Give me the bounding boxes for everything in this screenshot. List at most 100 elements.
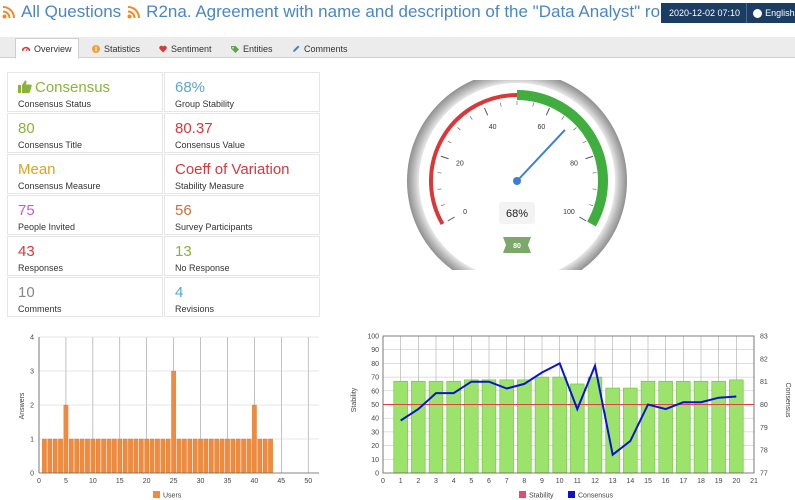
bar[interactable] [95, 438, 101, 474]
gauge-tick [545, 107, 550, 116]
bar[interactable] [176, 438, 182, 474]
bar[interactable] [117, 438, 123, 474]
bar[interactable] [85, 438, 90, 474]
bar[interactable] [262, 438, 268, 474]
bar[interactable] [149, 438, 155, 474]
stability-bar[interactable] [729, 379, 744, 474]
stat-comments: 10 Comments [7, 277, 163, 317]
stability-bar[interactable] [640, 380, 656, 474]
gauge-band [429, 93, 518, 225]
gauge-tick [582, 140, 587, 144]
stability-bar[interactable] [658, 380, 673, 474]
bar[interactable] [219, 438, 225, 474]
tab-entities[interactable]: Entities [225, 39, 279, 58]
bar[interactable] [128, 438, 133, 474]
bar[interactable] [165, 438, 171, 474]
x-tick-label: 40 [250, 478, 258, 485]
tab-overview[interactable]: Overview [15, 38, 79, 59]
bar[interactable] [106, 438, 112, 474]
y-tick-labels: 0 10 20 30 40 50 60 70 80 90 100 [367, 334, 379, 478]
stability-bar[interactable] [676, 380, 691, 474]
bar[interactable] [214, 438, 219, 474]
bar[interactable] [122, 438, 128, 474]
stability-gauge: 0 20 40 60 80 100 68% 80 [407, 80, 627, 270]
x-tick-label: 4 [452, 478, 456, 485]
rss-icon[interactable] [2, 5, 16, 19]
bar[interactable] [241, 438, 246, 474]
bar[interactable] [79, 438, 85, 474]
bar[interactable] [171, 370, 176, 474]
stat-label: Consensus Status [18, 99, 92, 109]
x-tick-labels: 0 1 2 3 4 5 6 7 8 9 10 11 12 13 14 15 16 17 18 19 20 21 [381, 478, 758, 485]
stability-bar[interactable] [517, 379, 532, 474]
chart-axes [382, 335, 755, 474]
gauge-needle [516, 129, 566, 182]
bar[interactable] [139, 438, 144, 474]
rss-icon[interactable] [127, 5, 141, 19]
bar[interactable] [112, 438, 117, 474]
stability-bar[interactable] [446, 380, 461, 474]
bar[interactable] [47, 438, 53, 474]
stability-bar[interactable] [534, 376, 550, 474]
y-tick-label: 40 [371, 416, 379, 423]
gauge-tick [469, 116, 473, 120]
language-selector[interactable]: English [747, 8, 795, 18]
stat-label: Survey Participants [175, 222, 253, 232]
legend-swatch-consensus [568, 491, 575, 498]
bar[interactable] [230, 438, 236, 474]
bar[interactable] [203, 438, 209, 474]
y2-axis-label: Consensus [784, 382, 791, 418]
gauge-bands [429, 90, 608, 227]
bar[interactable] [192, 438, 198, 474]
stability-bar[interactable] [428, 380, 444, 474]
tab-label: Entities [243, 43, 273, 54]
stability-bar[interactable] [693, 380, 709, 474]
pencil-icon [293, 45, 300, 52]
gauge-ticks [437, 101, 597, 222]
stability-bar[interactable] [464, 379, 479, 474]
bar[interactable] [155, 438, 160, 474]
x-tick-label: 20 [143, 478, 151, 485]
bar[interactable] [252, 404, 257, 474]
tab-sentiment[interactable]: Sentiment [153, 39, 218, 58]
gauge-tick-label: 40 [489, 124, 497, 131]
bar[interactable] [90, 438, 96, 474]
bar[interactable] [187, 438, 193, 474]
stability-bar[interactable] [411, 380, 426, 474]
bar[interactable] [160, 438, 166, 474]
question-title: R2na. Agreement with name and descriptio… [146, 2, 674, 21]
bar[interactable] [257, 438, 263, 474]
bar[interactable] [101, 438, 106, 474]
stability-bar[interactable] [393, 380, 408, 474]
gauge-band [516, 90, 608, 227]
stability-bar[interactable] [711, 380, 726, 474]
bar[interactable] [74, 438, 79, 474]
bar[interactable] [182, 438, 187, 474]
bar[interactable] [52, 438, 58, 474]
bar[interactable] [58, 438, 63, 474]
bar[interactable] [144, 438, 149, 474]
tab-statistics[interactable]: Statistics [86, 39, 146, 58]
bar[interactable] [63, 404, 69, 474]
bar[interactable] [225, 438, 230, 474]
gauge-tick [440, 155, 449, 160]
stability-bar[interactable] [499, 379, 514, 474]
stability-bar[interactable] [481, 379, 497, 474]
gauge-face [419, 83, 615, 270]
bar[interactable] [246, 438, 252, 474]
breadcrumb-all-questions[interactable]: All Questions [21, 2, 122, 21]
stat-label: Consensus Value [175, 140, 245, 150]
bar[interactable] [235, 438, 241, 474]
x-tick-label: 10 [89, 478, 97, 485]
bar[interactable] [133, 438, 139, 474]
stability-bar[interactable] [552, 376, 567, 474]
bar[interactable] [198, 438, 203, 474]
bar[interactable] [268, 438, 273, 474]
stat-value: 4 [175, 284, 184, 301]
tab-comments[interactable]: Comments [286, 39, 354, 58]
x-tick-label: 5 [469, 478, 473, 485]
stat-consensus-value: 80.37 Consensus Value [164, 113, 320, 153]
bar[interactable] [209, 438, 214, 474]
bar[interactable] [69, 438, 74, 474]
bar[interactable] [42, 438, 47, 474]
